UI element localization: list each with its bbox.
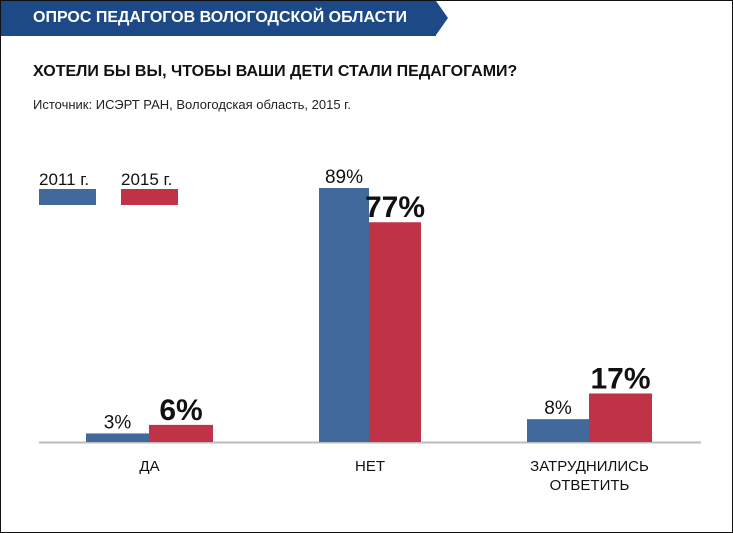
banner-title: ОПРОС ПЕДАГОГОВ ВОЛОГОДСКОЙ ОБЛАСТИ (33, 9, 408, 26)
bar-2011 (527, 419, 589, 442)
bar-2015 (369, 222, 421, 442)
bar-2011 (86, 433, 149, 442)
bar-2015 (589, 393, 652, 442)
bar-2015 (149, 424, 213, 442)
legend-label: 2011 г. (39, 170, 89, 189)
bar-2011 (319, 188, 369, 442)
category-label: НЕТ (355, 458, 385, 475)
data-label: 77% (365, 191, 425, 224)
data-label: 8% (544, 398, 572, 419)
legend-swatch (121, 189, 178, 205)
banner-arrow (436, 1, 448, 35)
data-label: 17% (590, 362, 650, 395)
legend-label: 2015 г. (121, 170, 172, 189)
data-label: 6% (159, 394, 202, 427)
data-label: 89% (325, 167, 363, 188)
legend-swatch (39, 189, 96, 205)
category-label: ЗАТРУДНИЛИСЬ (530, 458, 649, 475)
source-note: Источник: ИСЭРТ РАН, Вологодская область… (33, 97, 351, 112)
header-banner: ОПРОС ПЕДАГОГОВ ВОЛОГОДСКОЙ ОБЛАСТИ (1, 1, 436, 36)
category-label: ДА (139, 458, 159, 475)
category-label: ОТВЕТИТЬ (550, 477, 630, 494)
data-label: 3% (104, 412, 132, 433)
chart-title: ХОТЕЛИ БЫ ВЫ, ЧТОБЫ ВАШИ ДЕТИ СТАЛИ ПЕДА… (33, 63, 518, 80)
